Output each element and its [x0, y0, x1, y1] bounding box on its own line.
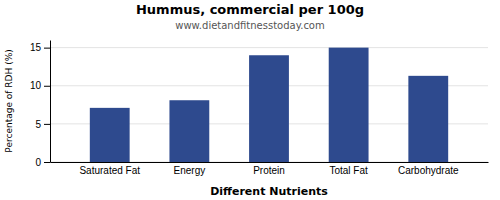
y-axis: 0 5 10 15 — [30, 41, 51, 168]
x-axis-label: Different Nutrients — [210, 185, 328, 198]
y-tick: 5 — [35, 119, 50, 130]
y-axis-label: Percentage of RDH (%) — [4, 49, 14, 152]
x-tick: Saturated Fat — [79, 165, 140, 176]
y-tick-mark — [44, 86, 50, 87]
bar — [408, 76, 448, 162]
grid — [50, 48, 488, 162]
bars — [90, 48, 448, 162]
chart-svg: 0 5 10 15 Saturated Fat Energy Protein Total Fa… — [0, 0, 500, 200]
bar — [249, 55, 289, 162]
grid-line — [50, 47, 488, 48]
bar — [90, 108, 130, 162]
subtitle: www.dietandfitnesstoday.com — [175, 20, 324, 31]
title: Hummus, commercial per 100g — [136, 2, 364, 17]
x-tick-label: Saturated Fat — [79, 165, 140, 176]
y-tick-label: 10 — [30, 80, 42, 91]
y-tick: 15 — [30, 42, 50, 53]
x-axis: Saturated Fat Energy Protein Total Fat Carbo… — [51, 163, 489, 177]
y-tick: 10 — [30, 80, 50, 91]
y-tick: 0 — [35, 157, 50, 168]
x-tick-label: Total Fat — [329, 165, 368, 176]
y-tick-mark — [44, 162, 50, 163]
bar — [169, 100, 209, 162]
x-tick-label: Energy — [174, 165, 206, 176]
y-tick-mark — [44, 48, 50, 49]
y-axis-line — [50, 41, 51, 163]
x-axis-line — [51, 162, 489, 163]
x-tick: Carbohydrate — [398, 165, 459, 176]
x-tick-label: Carbohydrate — [398, 165, 459, 176]
x-tick: Total Fat — [329, 165, 368, 176]
y-tick-label: 15 — [30, 42, 42, 53]
x-tick-label: Protein — [253, 165, 285, 176]
x-tick: Energy — [174, 165, 206, 176]
y-tick-mark — [44, 124, 50, 125]
y-tick-label: 0 — [35, 157, 41, 168]
chart-container: 0 5 10 15 Saturated Fat Energy Protein Total Fa… — [0, 0, 500, 200]
x-tick: Protein — [253, 165, 285, 176]
y-tick-label: 5 — [35, 119, 41, 130]
bar — [329, 48, 369, 162]
